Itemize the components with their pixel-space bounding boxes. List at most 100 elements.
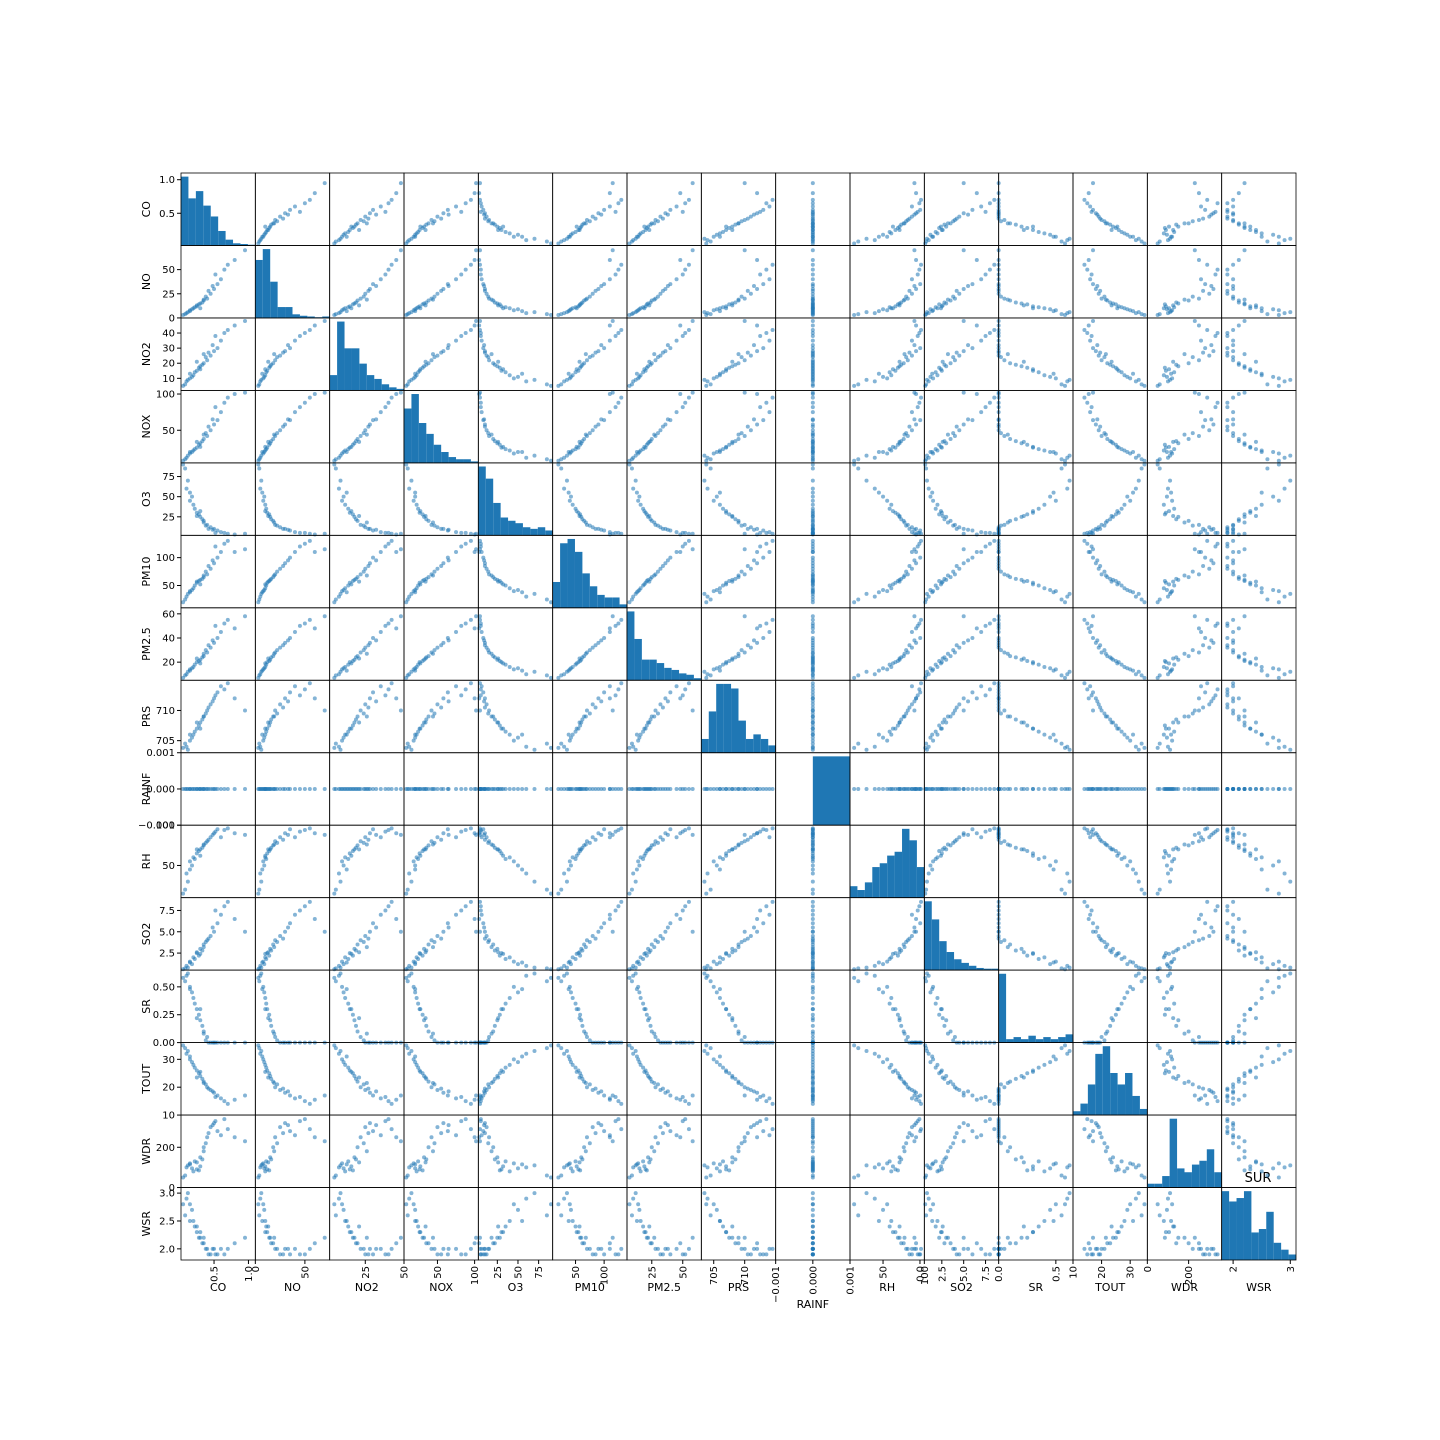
point <box>915 693 920 698</box>
point <box>914 696 919 701</box>
point <box>486 219 491 224</box>
point <box>210 699 215 704</box>
point <box>951 294 956 299</box>
point <box>881 232 886 237</box>
point <box>926 871 931 876</box>
point <box>222 687 227 692</box>
point <box>810 708 815 713</box>
point <box>742 248 747 253</box>
point <box>1008 361 1013 366</box>
point <box>1086 191 1091 196</box>
point <box>902 520 907 525</box>
cell <box>849 824 925 899</box>
point <box>770 826 775 831</box>
point <box>215 555 220 560</box>
point <box>881 962 886 967</box>
point <box>810 197 815 202</box>
point <box>890 726 895 731</box>
hist-bar <box>879 863 888 898</box>
point <box>398 929 403 934</box>
point <box>435 353 440 358</box>
point <box>1164 449 1169 454</box>
point <box>610 531 615 536</box>
point <box>413 309 418 314</box>
point <box>590 428 595 433</box>
point <box>899 362 904 367</box>
hist-bar <box>552 581 561 608</box>
point <box>459 623 464 628</box>
point <box>810 417 815 422</box>
hist-bar <box>181 176 189 246</box>
point <box>486 569 491 574</box>
cell <box>180 897 256 972</box>
cell <box>849 245 925 319</box>
point <box>468 531 473 536</box>
point <box>930 786 935 791</box>
point <box>1067 453 1072 458</box>
point <box>1103 786 1108 791</box>
point <box>974 323 979 328</box>
point <box>1142 241 1147 246</box>
point <box>1231 558 1236 563</box>
point <box>1091 418 1096 423</box>
point <box>974 532 979 537</box>
point <box>405 466 410 471</box>
point <box>1131 867 1136 872</box>
point <box>386 621 391 626</box>
point <box>477 681 482 686</box>
cell <box>626 607 702 681</box>
point <box>1248 367 1253 372</box>
point <box>885 234 890 239</box>
point <box>683 400 688 405</box>
point <box>1142 313 1147 318</box>
cell <box>996 462 1074 537</box>
point <box>1021 720 1026 725</box>
point <box>463 201 468 206</box>
point <box>961 708 966 713</box>
point <box>472 696 477 701</box>
point <box>856 239 861 244</box>
point <box>907 288 912 293</box>
point <box>288 555 293 560</box>
point <box>945 786 950 791</box>
point <box>711 234 716 239</box>
point <box>914 191 919 196</box>
cell <box>849 752 925 826</box>
point <box>627 786 632 791</box>
hist-bar <box>210 216 219 246</box>
point <box>810 209 815 214</box>
point <box>919 538 924 543</box>
cell-frame <box>923 607 1000 681</box>
hist-bar <box>292 314 300 318</box>
point <box>642 224 647 229</box>
hist-bar <box>641 659 650 681</box>
point <box>297 623 302 628</box>
point <box>1139 887 1144 892</box>
point <box>974 696 979 701</box>
point <box>1062 313 1067 318</box>
point <box>1165 871 1170 876</box>
cell <box>1072 172 1148 246</box>
point <box>346 957 351 962</box>
point <box>1169 786 1174 791</box>
point <box>1186 361 1191 366</box>
point <box>686 262 691 267</box>
point <box>532 786 537 791</box>
point <box>257 466 262 471</box>
point <box>1259 732 1264 737</box>
point <box>1119 786 1124 791</box>
point <box>627 458 632 463</box>
cell <box>923 752 1000 826</box>
hist-bar <box>470 461 479 463</box>
point <box>751 343 756 348</box>
cell <box>700 897 777 972</box>
point <box>1182 651 1187 656</box>
point <box>904 939 909 944</box>
point <box>1162 365 1167 370</box>
point <box>810 702 815 707</box>
point <box>1161 373 1166 378</box>
point <box>322 832 327 837</box>
point <box>477 262 482 267</box>
point <box>610 248 615 253</box>
point <box>683 687 688 692</box>
